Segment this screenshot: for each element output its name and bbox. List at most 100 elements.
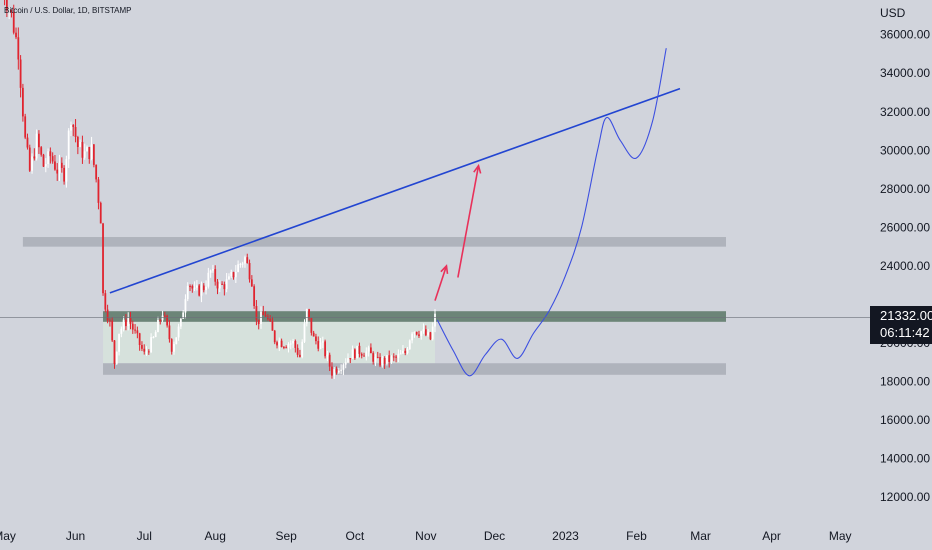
x-tick-label: Jul bbox=[137, 529, 152, 543]
candle-body bbox=[47, 151, 49, 165]
candle-body bbox=[102, 223, 104, 294]
candle-body bbox=[38, 133, 40, 148]
projection-path bbox=[436, 48, 667, 377]
candle-body bbox=[125, 319, 127, 327]
candle-body bbox=[413, 331, 416, 334]
x-tick-label: Nov bbox=[415, 529, 436, 543]
candle-body bbox=[42, 154, 45, 167]
candle-body bbox=[83, 151, 86, 158]
candle-body bbox=[239, 263, 242, 265]
candle-body bbox=[308, 309, 310, 318]
candle-body bbox=[225, 279, 228, 290]
y-tick-label: 36000.00 bbox=[880, 28, 930, 42]
candle-body bbox=[86, 147, 88, 152]
candle-body bbox=[182, 312, 185, 319]
candle-body bbox=[262, 311, 265, 316]
candle-body bbox=[195, 285, 198, 288]
candle-body bbox=[65, 159, 68, 182]
price-axis[interactable] bbox=[870, 0, 932, 550]
candle-body bbox=[186, 285, 189, 300]
candle-body bbox=[404, 350, 407, 353]
candle-body bbox=[241, 263, 244, 265]
candle-body bbox=[143, 348, 146, 352]
candle-body bbox=[159, 319, 162, 321]
candle-body bbox=[179, 318, 182, 327]
candle-body bbox=[305, 309, 308, 324]
candle-body bbox=[340, 369, 343, 371]
candle-body bbox=[113, 340, 116, 364]
candle-body bbox=[228, 276, 230, 280]
candles-layer bbox=[4, 0, 436, 380]
candle-body bbox=[250, 279, 253, 287]
candle-body bbox=[415, 331, 418, 335]
candle-body bbox=[163, 315, 166, 317]
candle-body bbox=[331, 366, 333, 376]
candle-body bbox=[134, 329, 136, 331]
candle-body bbox=[108, 320, 111, 322]
candle-body bbox=[92, 144, 95, 165]
candle-body bbox=[218, 283, 221, 289]
candle-body bbox=[301, 341, 304, 357]
candle-body bbox=[367, 347, 370, 352]
candle-body bbox=[111, 320, 114, 341]
candle-body bbox=[365, 351, 368, 357]
candle-body bbox=[51, 156, 54, 162]
candle-body bbox=[106, 309, 109, 321]
candle-body bbox=[177, 326, 180, 338]
candle-body bbox=[328, 354, 331, 367]
candle-body bbox=[166, 315, 169, 326]
candle-body bbox=[287, 344, 290, 348]
candle-body bbox=[244, 257, 246, 264]
candle-body bbox=[353, 349, 356, 359]
candle-body bbox=[202, 285, 205, 291]
candle-body bbox=[221, 283, 223, 285]
candle-body bbox=[315, 336, 317, 342]
zones-layer bbox=[22, 237, 727, 375]
candle-body bbox=[280, 340, 283, 347]
candle-body bbox=[17, 37, 20, 60]
price-badge-countdown: 06:11:42 bbox=[880, 325, 930, 340]
x-tick-label: May bbox=[829, 529, 852, 543]
y-tick-label: 28000.00 bbox=[880, 182, 930, 196]
candle-body bbox=[431, 326, 434, 340]
candle-body bbox=[81, 141, 84, 158]
candle-body bbox=[379, 356, 381, 366]
x-tick-label: Apr bbox=[762, 529, 781, 543]
candle-body bbox=[427, 332, 430, 336]
candle-body bbox=[273, 330, 276, 343]
candle-body bbox=[248, 262, 251, 280]
candle-body bbox=[97, 179, 100, 203]
candle-body bbox=[324, 341, 327, 357]
candle-body bbox=[63, 167, 66, 182]
candle-body bbox=[138, 333, 141, 345]
candle-body bbox=[390, 356, 393, 362]
candle-body bbox=[253, 286, 256, 307]
candle-body bbox=[434, 313, 436, 327]
candle-body bbox=[344, 362, 347, 365]
candle-body bbox=[209, 270, 212, 273]
candle-body bbox=[193, 287, 196, 289]
arrow-shaft-1 bbox=[457, 165, 480, 278]
candle-body bbox=[99, 202, 102, 224]
candle-body bbox=[234, 271, 237, 278]
x-tick-label: May bbox=[0, 529, 16, 543]
candle-body bbox=[310, 317, 313, 333]
zone-green-3 bbox=[103, 311, 727, 322]
candle-body bbox=[76, 136, 79, 148]
candle-body bbox=[397, 354, 400, 358]
candle-body bbox=[72, 124, 75, 127]
y-tick-label: 30000.00 bbox=[880, 143, 930, 157]
candle-body bbox=[173, 344, 175, 352]
x-tick-label: 2023 bbox=[552, 529, 579, 543]
candle-body bbox=[408, 340, 411, 350]
zone-range_fill-0 bbox=[103, 321, 436, 364]
x-tick-label: Mar bbox=[690, 529, 711, 543]
candle-body bbox=[74, 126, 77, 137]
zone-gray-1 bbox=[22, 237, 727, 247]
candle-body bbox=[88, 147, 91, 160]
candle-body bbox=[212, 269, 214, 271]
candle-body bbox=[296, 347, 299, 355]
candle-body bbox=[269, 318, 272, 322]
